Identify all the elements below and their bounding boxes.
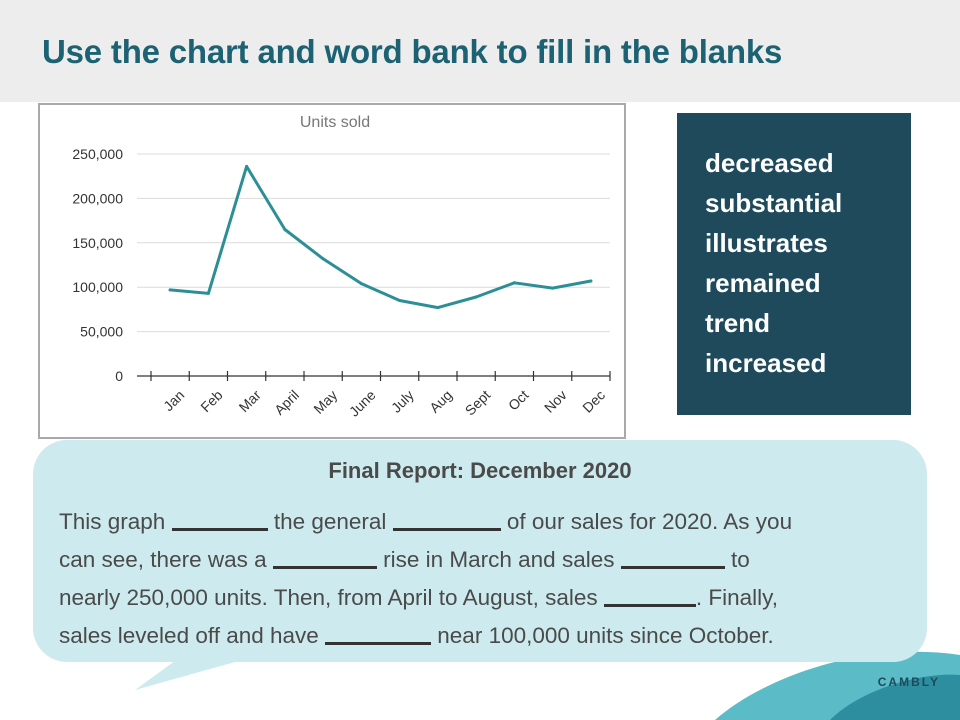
chart-title: Units sold <box>300 114 370 131</box>
data-point <box>245 164 249 168</box>
word-bank: decreased substantial illustrates remain… <box>677 113 911 415</box>
y-tick-label: 100,000 <box>72 279 123 295</box>
word-bank-item: substantial <box>705 188 843 218</box>
cambly-logo: CAMBLY <box>877 675 940 689</box>
header-bar: Use the chart and word bank to fill in t… <box>0 0 960 102</box>
line-chart: Units sold 0 50,000 100,000 150,000 200,000 2… <box>38 103 626 439</box>
blank-field[interactable] <box>272 564 377 569</box>
data-point <box>551 286 555 290</box>
data-point <box>206 291 210 295</box>
data-point <box>168 288 172 292</box>
page-title: Use the chart and word bank to fill in t… <box>42 33 783 70</box>
report-line: nearly 250,000 units. Then, from April t… <box>59 579 919 617</box>
report-line: can see, there was a rise in March and s… <box>59 541 919 579</box>
data-point <box>398 299 402 303</box>
word-bank-item: decreased <box>705 148 834 178</box>
y-tick-label: 50,000 <box>80 324 123 340</box>
data-point <box>474 295 478 299</box>
report-text-segment: of our sales for 2020. As you <box>500 509 793 534</box>
series-line <box>168 164 593 310</box>
word-bank-item: increased <box>705 348 827 378</box>
report-text-segment: . Finally, <box>695 585 779 610</box>
report-text-segment: near 100,000 units since October. <box>431 623 774 648</box>
report-text-segment: to <box>724 547 750 572</box>
report-text-segment: the general <box>267 509 393 534</box>
y-tick-label: 200,000 <box>72 190 123 206</box>
report-text-segment: can see, there was a <box>59 547 273 572</box>
blank-field[interactable] <box>171 526 268 531</box>
report-text-segment: This graph <box>59 509 172 534</box>
report-text-segment: rise in March and sales <box>376 547 621 572</box>
data-point <box>321 257 325 261</box>
data-point <box>589 279 593 283</box>
data-point <box>512 281 516 285</box>
speech-bubble <box>33 440 927 662</box>
report-title: Final Report: December 2020 <box>328 458 632 483</box>
blank-field[interactable] <box>392 526 501 531</box>
data-point <box>436 306 440 310</box>
report-line: This graph the general of our sales for … <box>59 503 919 541</box>
blank-field[interactable] <box>325 640 432 645</box>
word-bank-item: trend <box>705 308 770 338</box>
report-paragraph: This graph the general of our sales for … <box>59 503 919 655</box>
report-text-segment: sales leveled off and have <box>59 623 326 648</box>
blank-field[interactable] <box>603 602 696 607</box>
blank-field[interactable] <box>620 564 725 569</box>
chart-canvas: Units sold 0 50,000 100,000 150,000 200,000 2… <box>72 114 611 420</box>
y-tick-label: 250,000 <box>72 146 123 162</box>
report-text-segment: nearly 250,000 units. Then, from April t… <box>59 585 604 610</box>
data-point <box>283 227 287 231</box>
data-point <box>359 282 363 286</box>
y-tick-label: 150,000 <box>72 235 123 251</box>
y-tick-label: 0 <box>115 368 123 384</box>
word-bank-item: remained <box>705 268 821 298</box>
report-line: sales leveled off and have near 100,000 … <box>59 617 919 655</box>
word-bank-item: illustrates <box>705 228 828 258</box>
